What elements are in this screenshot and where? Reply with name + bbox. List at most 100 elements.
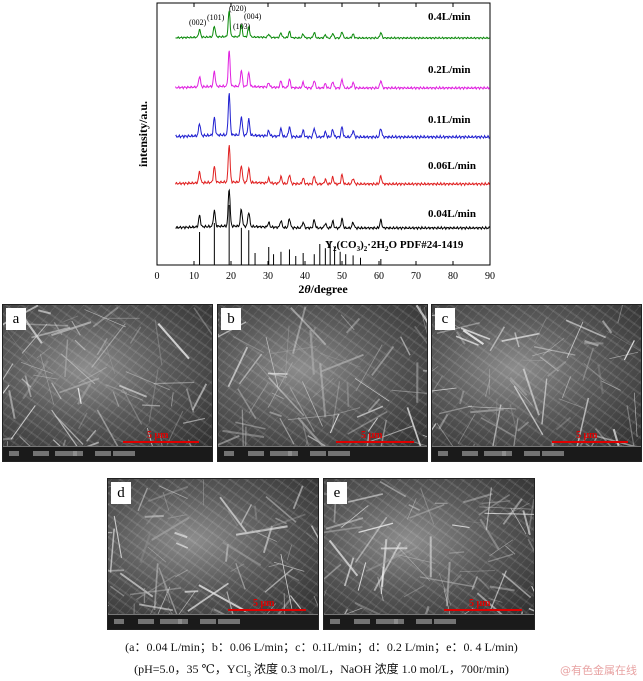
fiber-overlay [108,479,318,615]
fiber [273,561,305,572]
fiber [479,518,500,550]
fiber [118,384,147,398]
fiber [513,418,519,447]
fiber [601,320,613,334]
info-field [270,451,292,456]
info-field [502,451,512,456]
fiber [125,371,171,391]
fiber [265,495,297,523]
fiber [324,589,327,597]
fiber [319,352,361,368]
fiber [144,514,164,518]
fiber [328,539,359,577]
panel-letter: e [327,482,347,504]
fiber [175,542,189,549]
fiber [463,492,493,504]
x-tick-label: 70 [411,271,421,282]
fiber [313,595,318,608]
fiber [241,409,244,447]
fiber [158,485,188,500]
fiber [356,405,384,418]
fiber [238,353,263,385]
fiber [74,339,86,351]
info-field [178,619,188,624]
fiber [139,603,173,612]
series-label: 0.06L/min [428,160,476,172]
fiber [527,498,534,534]
fiber [51,382,62,400]
fiber [284,325,290,382]
fiber [460,327,491,341]
fiber [51,321,92,337]
fiber-overlay [324,481,534,615]
fiber [480,417,516,438]
fiber [445,562,451,607]
info-field [354,619,370,624]
fiber [157,586,171,615]
fiber [547,360,567,378]
fiber [409,503,445,519]
x-tick-label: 60 [374,271,384,282]
fiber [509,379,533,406]
info-field [462,451,478,456]
fiber [420,488,435,525]
fiber [489,570,507,611]
scale-label: 5 μm [576,430,598,441]
fiber [174,531,188,539]
fiber [64,339,69,378]
x-tick-label: 10 [189,271,199,282]
fiber [452,524,470,529]
series-label: 0.04L/min [428,208,476,220]
fiber [561,376,571,399]
info-field [310,451,326,456]
fiber [21,323,48,354]
fiber [8,390,16,419]
fiber [466,521,485,524]
fiber [297,417,325,447]
fiber [333,407,361,416]
fiber [325,517,364,530]
info-field [95,451,111,456]
fiber [193,307,212,336]
fiber [489,539,514,557]
fiber [235,562,246,590]
fiber [617,305,624,324]
fiber [468,406,516,410]
fiber [396,545,431,582]
fiber [271,392,284,400]
fiber [33,374,58,380]
fiber [597,364,604,394]
fiber [320,353,364,373]
fiber [232,336,265,354]
diffraction-traces [175,10,491,231]
fiber [354,516,388,563]
fiber [502,498,523,525]
fiber [219,496,247,533]
fiber [133,603,135,615]
fiber [129,326,142,344]
series-label: 0.2L/min [428,64,470,76]
fiber [254,505,258,520]
fiber [227,346,249,388]
watermark: @有色金属在线 [560,664,637,677]
fiber [267,372,288,375]
fiber [280,553,293,609]
peak-label: (020) [229,4,247,13]
fiber [38,309,52,315]
fiber [170,392,174,407]
fiber [161,574,171,604]
fiber [3,437,14,441]
fiber [410,440,427,447]
fiber [505,545,516,555]
info-field [434,619,456,624]
scale-bar [552,441,628,443]
trace-3 [175,50,490,91]
fiber [265,337,279,388]
x-tick-label: 20 [226,271,236,282]
fiber [367,417,378,432]
x-tick-label: 30 [263,271,273,282]
panel-letter: c [435,308,455,330]
fiber [367,425,414,443]
fiber [306,532,318,545]
fiber [565,319,606,339]
